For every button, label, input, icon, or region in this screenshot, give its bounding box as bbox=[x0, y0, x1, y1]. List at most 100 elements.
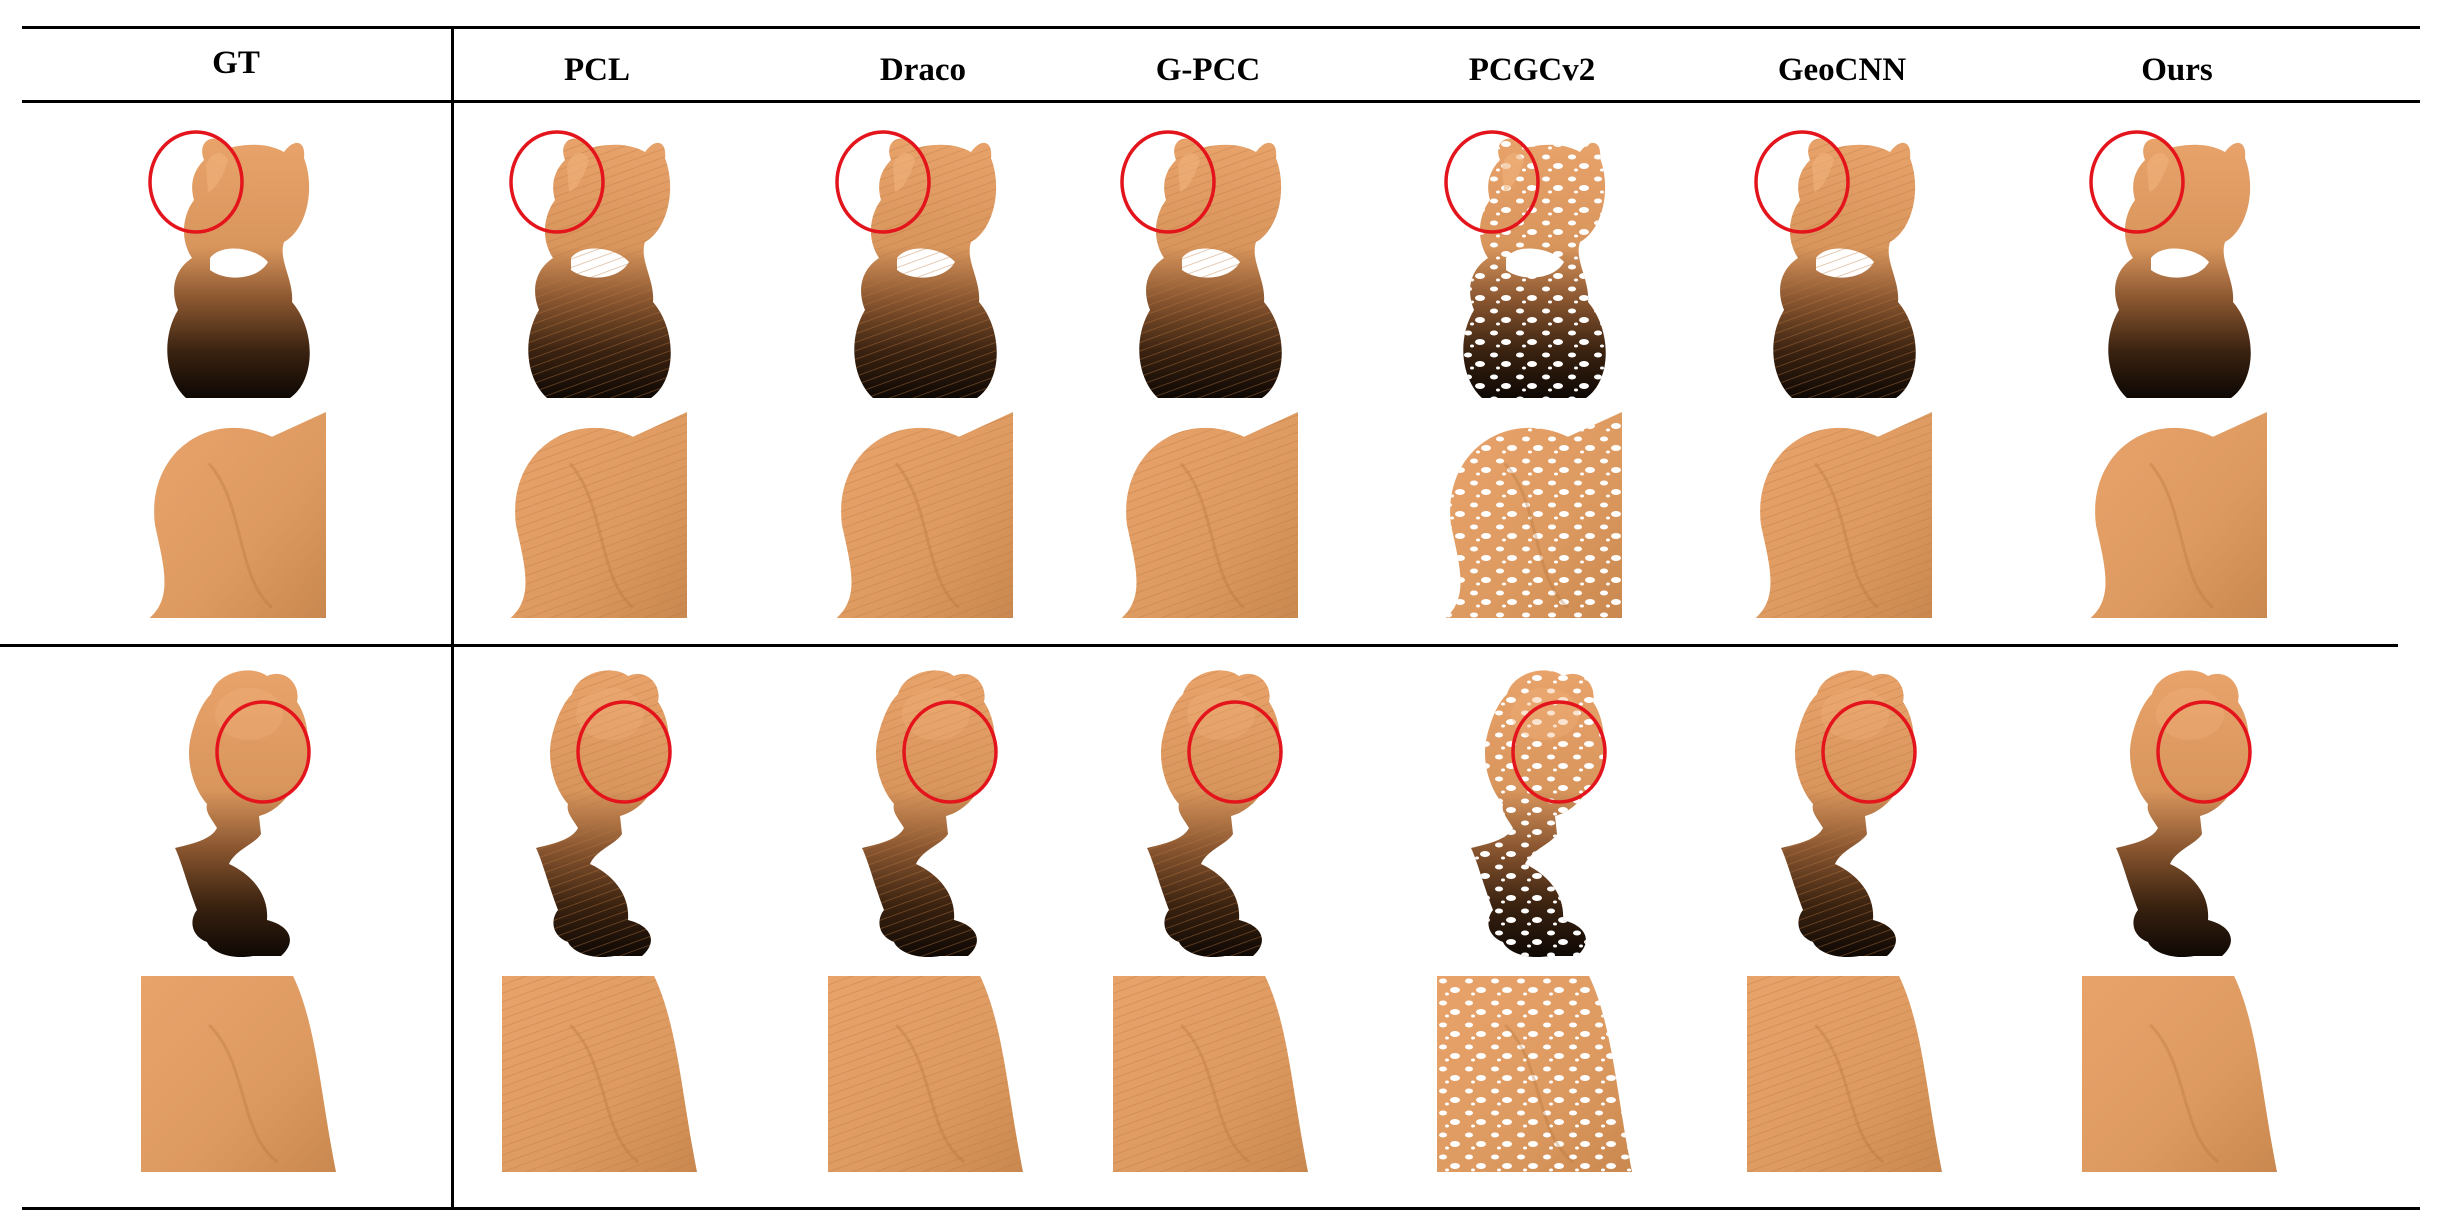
bust-overview-pcgcv2 bbox=[1437, 660, 1637, 960]
top-rule bbox=[22, 26, 2420, 29]
cat-zoom-pcgcv2 bbox=[1442, 412, 1622, 618]
bust-figure-ours bbox=[2116, 670, 2250, 958]
cat-highlight-circle-draco bbox=[835, 130, 931, 234]
bust-zoom-draco bbox=[828, 976, 1023, 1172]
cat-highlight-circle-geocnn bbox=[1754, 130, 1850, 234]
zoom-voxel-texture bbox=[828, 976, 1023, 1172]
cat-figure-draco bbox=[854, 138, 997, 399]
zoom-missing-points bbox=[1437, 976, 1632, 1172]
zoom-missing-points bbox=[1445, 412, 1622, 618]
zoom-voxel-texture bbox=[1113, 976, 1308, 1172]
bust-highlight-circle-geocnn bbox=[1821, 700, 1917, 804]
header-pcgcv2: PCGCv2 bbox=[1468, 52, 1596, 88]
header-gpcc: G-PCC bbox=[1155, 52, 1261, 88]
cat-ear-highlight bbox=[893, 152, 915, 192]
bust-zoom-gt bbox=[141, 976, 336, 1172]
bust-highlight-circle-draco bbox=[902, 700, 998, 804]
bust-zoom-geocnn-svg bbox=[1747, 976, 1942, 1172]
header-pcl: PCL bbox=[564, 52, 630, 88]
cat-highlight-circle-ours bbox=[2089, 130, 2185, 234]
cat-overview-pcl bbox=[502, 120, 702, 410]
header-geocnn: GeoCNN bbox=[1777, 52, 1907, 88]
cat-zoom-patch-pcgcv2 bbox=[1445, 412, 1622, 618]
cat-overview-draco-svg bbox=[835, 130, 997, 399]
cat-handle-gap bbox=[210, 248, 268, 278]
cat-overview-gpcc-svg bbox=[1120, 130, 1282, 399]
zoom-shading bbox=[1504, 1023, 1575, 1164]
bust-hair-highlight bbox=[576, 688, 644, 740]
header-bottom-rule bbox=[22, 100, 2420, 103]
zoom-shading bbox=[2149, 1023, 2220, 1164]
cat-voxel-texture bbox=[1139, 138, 1282, 399]
zoom-voxel-texture bbox=[1755, 412, 1932, 618]
cat-zoom-gt-svg bbox=[149, 412, 326, 618]
cat-zoom-gpcc bbox=[1118, 412, 1298, 618]
cat-overview-ours bbox=[2082, 120, 2282, 410]
bust-highlight-circle-gt bbox=[215, 700, 311, 804]
zoom-surface bbox=[141, 976, 336, 1172]
bust-hair-highlight bbox=[215, 688, 283, 740]
bust-zoom-patch-gt bbox=[141, 976, 336, 1172]
cat-zoom-patch-ours bbox=[2090, 412, 2267, 618]
bust-zoom-gpcc-svg bbox=[1113, 976, 1308, 1172]
cat-figure-ours bbox=[2108, 138, 2251, 399]
cat-figure-pcl bbox=[528, 138, 671, 399]
cat-overview-pcgcv2 bbox=[1437, 120, 1637, 410]
bust-overview-geocnn bbox=[1747, 660, 1947, 960]
bust-zoom-patch-gpcc bbox=[1113, 976, 1308, 1172]
bust-zoom-patch-draco bbox=[828, 976, 1023, 1172]
cat-zoom-draco-svg bbox=[836, 412, 1013, 618]
cat-zoom-ours-svg bbox=[2090, 412, 2267, 618]
cat-overview-gt bbox=[141, 120, 341, 410]
cat-zoom-geocnn bbox=[1752, 412, 1932, 618]
bust-voxel-texture bbox=[862, 670, 996, 958]
zoom-shading bbox=[1179, 462, 1245, 609]
bust-hair-highlight bbox=[1821, 688, 1889, 740]
cat-ear-highlight bbox=[2147, 152, 2169, 192]
bust-figure-pcl bbox=[536, 670, 670, 958]
cat-figure-pcgcv2 bbox=[1463, 138, 1606, 399]
bust-body bbox=[175, 670, 309, 958]
bust-hair-highlight bbox=[1187, 688, 1255, 740]
zoom-surface bbox=[2090, 412, 2267, 618]
cat-ear-highlight bbox=[567, 152, 589, 192]
bust-hair-highlight bbox=[1511, 688, 1579, 740]
cat-overview-draco bbox=[828, 120, 1028, 410]
bust-overview-draco bbox=[828, 660, 1028, 960]
bust-zoom-patch-ours bbox=[2082, 976, 2277, 1172]
zoom-shading bbox=[1813, 462, 1879, 609]
cat-overview-gpcc bbox=[1113, 120, 1313, 410]
zoom-shading bbox=[1180, 1023, 1251, 1164]
zoom-shading bbox=[569, 1023, 640, 1164]
cat-figure-geocnn bbox=[1773, 138, 1916, 399]
bottom-rule bbox=[22, 1207, 2420, 1210]
bust-overview-ours-svg bbox=[2116, 670, 2252, 958]
bust-overview-gt-svg bbox=[175, 670, 311, 958]
bust-zoom-geocnn bbox=[1747, 976, 1942, 1172]
cat-overview-pcl-svg bbox=[509, 130, 671, 399]
bust-voxel-texture bbox=[1781, 670, 1915, 958]
zoom-shading bbox=[208, 1023, 279, 1164]
bust-figure-geocnn bbox=[1781, 670, 1915, 958]
cat-zoom-patch-gt bbox=[149, 412, 326, 618]
cat-highlight-circle-pcgcv2 bbox=[1444, 130, 1540, 234]
zoom-surface bbox=[149, 412, 326, 618]
bust-overview-pcl bbox=[502, 660, 702, 960]
bust-voxel-texture bbox=[536, 670, 670, 958]
cat-overview-geocnn bbox=[1747, 120, 1947, 410]
bust-overview-gpcc bbox=[1113, 660, 1313, 960]
cat-overview-ours-svg bbox=[2089, 130, 2251, 399]
zoom-shading bbox=[1503, 462, 1569, 609]
bust-zoom-patch-pcgcv2 bbox=[1437, 976, 1632, 1172]
bust-highlight-circle-gpcc bbox=[1187, 700, 1283, 804]
bust-overview-pcl-svg bbox=[536, 670, 672, 958]
bust-zoom-gt-svg bbox=[141, 976, 336, 1172]
row-divider-rule bbox=[0, 644, 2398, 647]
bust-body bbox=[2116, 670, 2250, 958]
bust-figure-gpcc bbox=[1147, 670, 1281, 958]
bust-figure-pcgcv2 bbox=[1471, 670, 1605, 958]
bust-hair-highlight bbox=[902, 688, 970, 740]
bust-voxel-texture bbox=[1147, 670, 1281, 958]
cat-figure-gt bbox=[167, 138, 310, 399]
cat-voxel-texture bbox=[854, 138, 997, 399]
